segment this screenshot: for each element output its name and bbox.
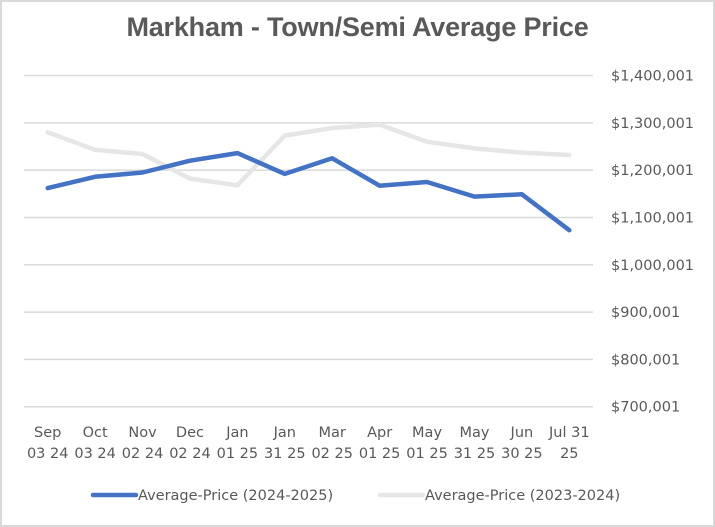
x-tick-label-month: Jan bbox=[273, 425, 296, 441]
x-tick-label-date: 03 24 bbox=[74, 446, 116, 462]
x-tick-label-month: Jul 31 bbox=[548, 425, 590, 441]
x-tick-label-month: May bbox=[412, 425, 442, 441]
gridlines bbox=[24, 74, 593, 408]
x-tick-label-month: Oct bbox=[83, 425, 108, 441]
x-tick-label-month: Mar bbox=[319, 425, 346, 441]
x-tick-label-month: Dec bbox=[176, 425, 204, 441]
series-line-1 bbox=[45, 122, 572, 188]
x-tick-label-month: Jan bbox=[225, 425, 248, 441]
x-tick-label-month: Sep bbox=[34, 425, 61, 441]
x-tick-label-date: 25 bbox=[560, 446, 578, 462]
x-tick-label-month: Nov bbox=[128, 425, 157, 441]
y-tick-label: $1,400,001 bbox=[611, 69, 694, 85]
x-tick-label-month: May bbox=[459, 425, 489, 441]
x-tick-label-date: 31 25 bbox=[454, 446, 496, 462]
chart-title: Markham - Town/Semi Average Price bbox=[126, 12, 589, 42]
series-lines bbox=[45, 122, 572, 233]
x-tick-label-date: 01 25 bbox=[217, 446, 259, 462]
x-tick-label-month: Jun bbox=[510, 425, 534, 441]
x-axis-tick-labels: Sep 03 24 Oct 03 24 Nov 02 24 Dec 02 24 Jan 01 25… bbox=[27, 425, 590, 462]
y-tick-label: $1,000,001 bbox=[611, 258, 694, 274]
legend: Average-Price (2024-2025) Average-Price (… bbox=[90, 488, 620, 504]
y-tick-label: $1,200,001 bbox=[611, 163, 694, 179]
x-tick-label-date: 02 24 bbox=[122, 446, 164, 462]
x-tick-label-month: Apr bbox=[367, 425, 392, 441]
x-tick-label-date: 31 25 bbox=[264, 446, 306, 462]
y-tick-label: $800,001 bbox=[611, 352, 680, 368]
x-tick-label-date: 01 25 bbox=[359, 446, 401, 462]
x-tick-label-date: 03 24 bbox=[27, 446, 69, 462]
series-line-0 bbox=[45, 150, 572, 233]
y-tick-label: $1,100,001 bbox=[611, 210, 694, 226]
legend-label-0: Average-Price (2024-2025) bbox=[138, 488, 333, 504]
x-tick-label-date: 02 24 bbox=[169, 446, 211, 462]
y-axis-tick-labels: $1,400,001 $1,300,001 $1,200,001 $1,100,001… bbox=[611, 69, 694, 416]
y-tick-label: $900,001 bbox=[611, 305, 680, 321]
x-tick-label-date: 02 25 bbox=[311, 446, 353, 462]
legend-label-1: Average-Price (2023-2024) bbox=[425, 488, 620, 504]
x-tick-label-date: 30 25 bbox=[501, 446, 543, 462]
y-tick-label: $1,300,001 bbox=[611, 116, 694, 132]
y-tick-label: $700,001 bbox=[611, 400, 680, 416]
x-tick-label-date: 01 25 bbox=[406, 446, 448, 462]
